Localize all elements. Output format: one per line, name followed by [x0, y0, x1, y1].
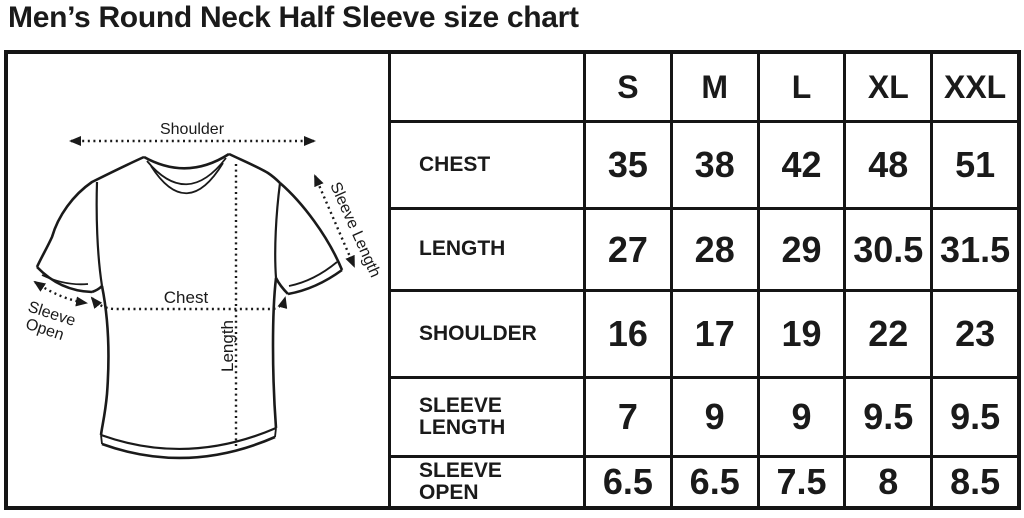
col-header-xxl: XXL — [930, 54, 1017, 120]
right-armhole-seam — [274, 182, 282, 279]
cell-sleeve-open-xxl: 8.5 — [930, 458, 1017, 506]
chest-label: Chest — [164, 288, 209, 307]
hem-ends — [100, 427, 277, 445]
cell-shoulder-m: 17 — [669, 292, 757, 376]
body-right-seam — [271, 277, 278, 429]
cell-chest-l: 42 — [756, 123, 844, 207]
row-label-length: LENGTH — [391, 210, 583, 289]
row-label-chest-text: CHEST — [419, 152, 491, 176]
tshirt-diagram-svg: Shoulder Sleeve Length Chest Length Slee… — [21, 121, 383, 460]
cell-shoulder-xxl: 23 — [930, 292, 1017, 376]
hem-upper — [100, 426, 277, 450]
cell-sleeve-length-l: 9 — [756, 379, 844, 455]
right-cuff-edge — [287, 268, 343, 296]
table-header-row: S M L XL XXL — [391, 54, 1017, 120]
sleeve-length-label: Sleeve Length — [326, 180, 383, 280]
table-row-sleeve-length: SLEEVE LENGTH 7 9 9 9.5 9.5 — [391, 376, 1017, 455]
sleeve-open-measure-arrow — [33, 280, 88, 307]
cell-sleeve-length-m: 9 — [669, 379, 757, 455]
cell-sleeve-open-s: 6.5 — [583, 458, 670, 506]
row-label-length-text: LENGTH — [419, 237, 506, 261]
size-chart-container: Shoulder Sleeve Length Chest Length Slee… — [4, 50, 1021, 510]
col-header-xl: XL — [843, 54, 930, 120]
row-label-sleeve-open: SLEEVE OPEN — [391, 458, 583, 506]
collar-band-outer — [146, 157, 227, 186]
col-header-s: S — [583, 54, 670, 120]
right-cuff-band — [288, 261, 338, 287]
cell-length-l: 29 — [756, 210, 844, 289]
cell-length-xxl: 31.5 — [930, 210, 1017, 289]
left-cuff-corner — [91, 285, 103, 294]
collar-band-inner — [150, 162, 224, 195]
measurement-lines — [33, 136, 356, 447]
col-header-m: M — [669, 54, 757, 120]
page-title: Men’s Round Neck Half Sleeve size chart — [8, 1, 579, 34]
cell-length-xl: 30.5 — [843, 210, 930, 289]
cell-length-m: 28 — [669, 210, 757, 289]
cell-chest-xl: 48 — [843, 123, 930, 207]
cell-sleeve-length-s: 7 — [583, 379, 670, 455]
sleeve-open-label: Sleeve Open — [21, 299, 82, 348]
col-header-l: L — [756, 54, 844, 120]
cell-sleeve-length-xl: 9.5 — [843, 379, 930, 455]
cell-shoulder-xl: 22 — [843, 292, 930, 376]
table-row-chest: CHEST 35 38 42 48 51 — [391, 120, 1017, 207]
cell-shoulder-s: 16 — [583, 292, 670, 376]
length-label: Length — [218, 320, 237, 372]
collar-neckline — [143, 152, 230, 170]
cell-chest-m: 38 — [669, 123, 757, 207]
right-shoulder-seam — [228, 152, 281, 184]
body-left-seam — [99, 285, 110, 436]
cell-sleeve-open-l: 7.5 — [756, 458, 844, 506]
corner-cell — [391, 54, 583, 120]
hem-lower — [101, 435, 276, 460]
table-row-sleeve-open: SLEEVE OPEN 6.5 6.5 7.5 8 8.5 — [391, 455, 1017, 506]
row-label-sleeve-length: SLEEVE LENGTH — [391, 379, 583, 455]
shoulder-label: Shoulder — [160, 121, 225, 138]
left-armhole-seam — [95, 181, 104, 287]
cell-sleeve-open-xl: 8 — [843, 458, 930, 506]
cell-shoulder-l: 19 — [756, 292, 844, 376]
cell-sleeve-open-m: 6.5 — [669, 458, 757, 506]
tshirt-outline — [35, 152, 344, 460]
tshirt-measurement-diagram: Shoulder Sleeve Length Chest Length Slee… — [8, 54, 391, 506]
row-label-shoulder: SHOULDER — [391, 292, 583, 376]
table-row-length: LENGTH 27 28 29 30.5 31.5 — [391, 207, 1017, 289]
cell-chest-s: 35 — [583, 123, 670, 207]
cell-chest-xxl: 51 — [930, 123, 1017, 207]
size-table: S M L XL XXL CHEST 35 38 42 48 51 LENGTH… — [391, 54, 1017, 506]
right-cuff-corner — [274, 277, 289, 295]
table-row-shoulder: SHOULDER 16 17 19 22 23 — [391, 289, 1017, 376]
left-shoulder-sleeve — [35, 155, 145, 268]
cell-length-s: 27 — [583, 210, 670, 289]
row-label-sleeve-length-text: SLEEVE LENGTH — [419, 393, 506, 439]
cell-sleeve-length-xxl: 9.5 — [930, 379, 1017, 455]
row-label-sleeve-open-text: SLEEVE OPEN — [419, 458, 502, 504]
row-label-chest: CHEST — [391, 123, 583, 207]
row-label-shoulder-text: SHOULDER — [419, 321, 537, 345]
